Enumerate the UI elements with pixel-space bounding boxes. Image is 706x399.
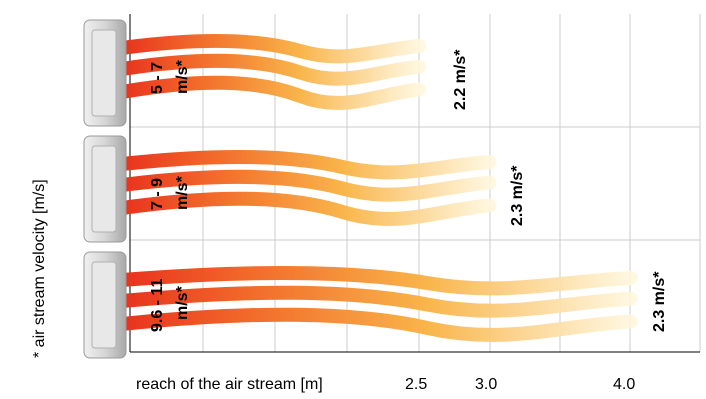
unit-grille-2	[91, 145, 117, 233]
unit-grille-3	[91, 261, 117, 349]
x-axis-title: reach of the air stream [m]	[136, 376, 323, 393]
air-curtain-unit-1	[83, 19, 127, 127]
outlet-velocity-label-3b: m/s*	[174, 285, 191, 320]
unit-grille-1	[91, 29, 117, 117]
x-tick-3-0: 3.0	[475, 376, 497, 393]
outlet-velocity-label-2b: m/s*	[174, 175, 191, 210]
air-stream-2-1	[115, 149, 497, 180]
outlet-velocity-label-1b: m/s*	[174, 59, 191, 94]
air-curtain-unit-3	[83, 251, 127, 359]
x-tick-4-0: 4.0	[613, 376, 635, 393]
air-stream-1-3	[115, 75, 426, 110]
x-tick-2-5: 2.5	[405, 376, 427, 393]
outlet-velocity-labels: 5 - 7 m/s* 7 - 9 m/s* 9.6 - 11 m/s*	[149, 59, 191, 332]
reach-velocity-label-2: 2.3 m/s*	[509, 165, 526, 226]
outlet-velocity-label-2a: 7 - 9	[149, 178, 166, 210]
air-stream-3-3	[115, 307, 638, 342]
outlet-velocity-label-1a: 5 - 7	[149, 62, 166, 94]
air-curtain-unit-2	[83, 135, 127, 243]
air-stream-1-2	[115, 53, 426, 86]
outlet-velocity-label-3a: 9.6 - 11	[149, 279, 166, 332]
air-streams	[115, 33, 638, 342]
air-curtain-units	[83, 19, 127, 359]
air-stream-3-2	[115, 285, 638, 318]
y-axis-title: * air stream velocity [m/s]	[31, 179, 48, 358]
air-stream-1-1	[115, 33, 426, 64]
air-stream-2-2	[115, 169, 497, 202]
air-stream-3-1	[115, 265, 638, 296]
reach-velocity-label-3: 2.3 m/s*	[651, 271, 668, 332]
air-stream-2-3	[115, 191, 497, 226]
reach-velocity-label-1: 2.2 m/s*	[452, 49, 469, 110]
